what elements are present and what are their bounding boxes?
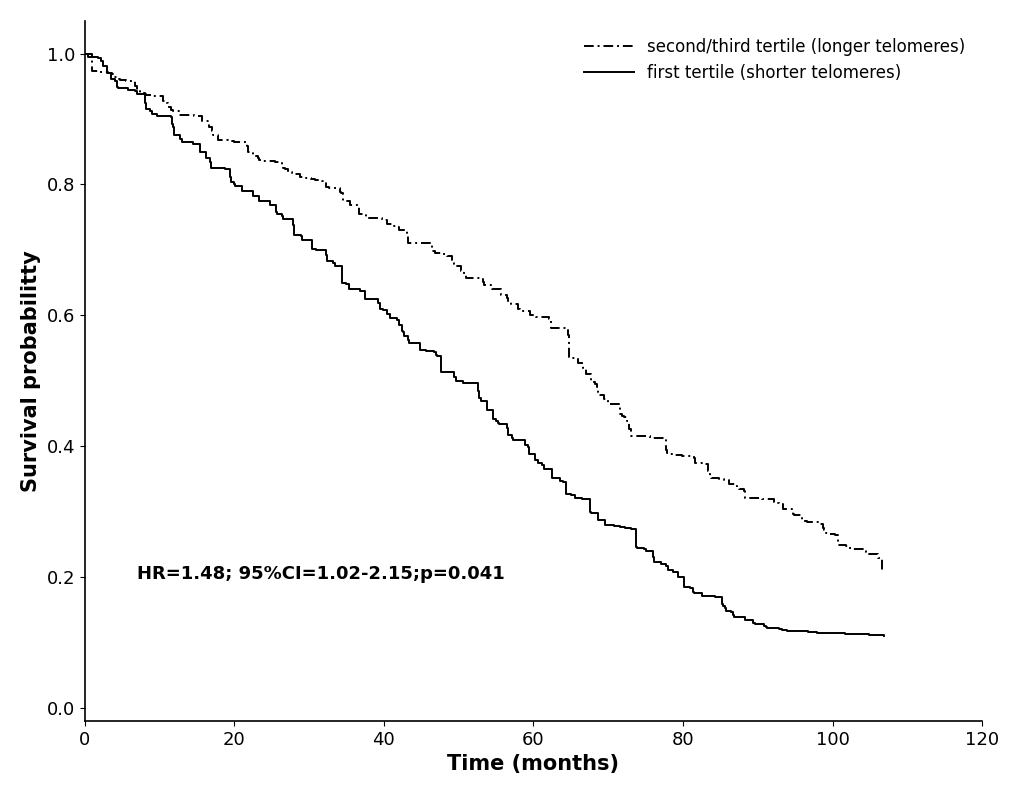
second/third tertile (longer telomeres): [78, 48, 91, 58]
first tertile (shorter telomeres): [648, 553, 660, 562]
second/third tertile (longer telomeres): [875, 565, 888, 575]
first tertile (shorter telomeres): [200, 147, 212, 157]
first tertile (shorter telomeres): [877, 631, 890, 641]
first tertile (shorter telomeres): [296, 231, 308, 241]
second/third tertile (longer telomeres): [198, 116, 210, 126]
Legend: second/third tertile (longer telomeres), first tertile (shorter telomeres): second/third tertile (longer telomeres),…: [575, 29, 973, 90]
second/third tertile (longer telomeres): [102, 68, 114, 77]
second/third tertile (longer telomeres): [652, 433, 664, 443]
second/third tertile (longer telomeres): [401, 230, 414, 239]
second/third tertile (longer telomeres): [289, 169, 302, 179]
second/third tertile (longer telomeres): [561, 326, 574, 335]
Y-axis label: Survival probabilitty: Survival probabilitty: [20, 250, 41, 492]
Line: second/third tertile (longer telomeres): second/third tertile (longer telomeres): [85, 53, 881, 570]
X-axis label: Time (months): Time (months): [447, 754, 619, 774]
first tertile (shorter telomeres): [78, 48, 91, 58]
Line: first tertile (shorter telomeres): first tertile (shorter telomeres): [85, 53, 883, 636]
Text: HR=1.48; 95%CI=1.02-2.15;p=0.041: HR=1.48; 95%CI=1.02-2.15;p=0.041: [137, 565, 504, 584]
first tertile (shorter telomeres): [101, 61, 113, 71]
first tertile (shorter telomeres): [397, 332, 410, 341]
first tertile (shorter telomeres): [545, 467, 557, 476]
